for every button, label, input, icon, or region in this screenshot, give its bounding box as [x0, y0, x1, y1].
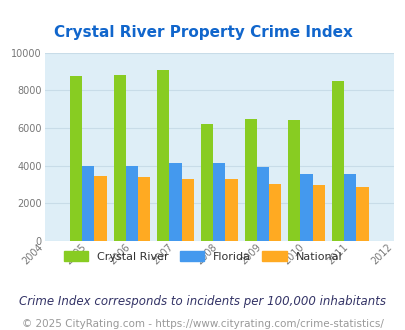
Bar: [331, 81, 343, 241]
Bar: [126, 166, 138, 241]
Bar: [225, 179, 237, 241]
Bar: [343, 174, 356, 241]
Bar: [312, 185, 324, 241]
Bar: [269, 183, 281, 241]
Bar: [138, 177, 150, 241]
Text: Crystal River Property Crime Index: Crystal River Property Crime Index: [53, 25, 352, 41]
Bar: [244, 118, 256, 241]
Text: © 2025 CityRating.com - https://www.cityrating.com/crime-statistics/: © 2025 CityRating.com - https://www.city…: [22, 319, 383, 329]
Bar: [300, 174, 312, 241]
Text: Crime Index corresponds to incidents per 100,000 inhabitants: Crime Index corresponds to incidents per…: [19, 295, 386, 309]
Bar: [82, 166, 94, 241]
Bar: [157, 70, 169, 241]
Bar: [169, 163, 181, 241]
Bar: [256, 167, 269, 241]
Bar: [113, 75, 126, 241]
Bar: [94, 176, 107, 241]
Bar: [213, 163, 225, 241]
Bar: [181, 179, 194, 241]
Legend: Crystal River, Florida, National: Crystal River, Florida, National: [59, 247, 346, 267]
Bar: [288, 119, 300, 241]
Bar: [200, 124, 213, 241]
Bar: [356, 187, 368, 241]
Bar: [70, 76, 82, 241]
